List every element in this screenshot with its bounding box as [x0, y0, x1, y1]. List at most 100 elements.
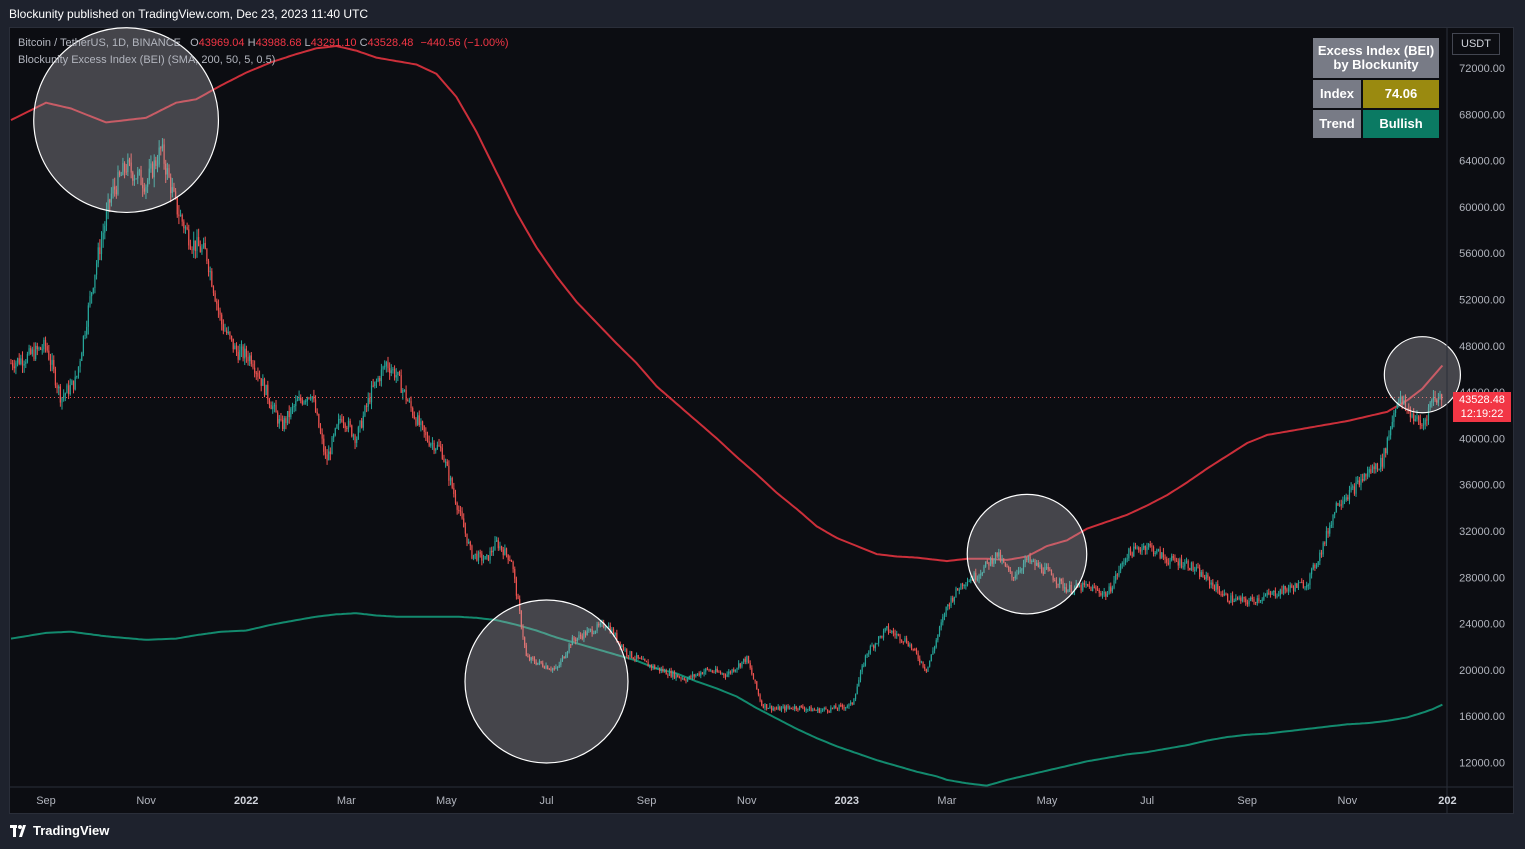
candle-body [512, 561, 514, 570]
candle-body [156, 164, 159, 166]
candle-body [787, 706, 789, 708]
chart-panel[interactable] [9, 27, 1514, 814]
candle-body [1266, 592, 1268, 596]
candle-body [609, 625, 611, 633]
bei-title-line2: by Blockunity [1333, 57, 1419, 72]
candle-body [16, 358, 19, 363]
candle-body [1047, 567, 1049, 570]
candle-body [389, 368, 391, 373]
candle-body [1208, 577, 1211, 585]
candle-body [823, 707, 825, 710]
candle-body [1008, 566, 1010, 571]
candle-body [575, 639, 577, 641]
candle-body [1017, 570, 1020, 575]
candle-body [626, 649, 628, 656]
candle-body [932, 650, 934, 655]
candle-body [1141, 548, 1143, 552]
candle-body [1154, 552, 1156, 555]
candle-body [148, 168, 150, 181]
currency-selector[interactable]: USDT [1452, 33, 1500, 55]
candle-body [1279, 589, 1281, 595]
candle-body [372, 385, 374, 387]
candle-body [53, 360, 55, 370]
candle-body [163, 144, 165, 164]
bei-upper-band-line [10, 44, 1444, 563]
candle-body [306, 397, 308, 402]
candle-body [792, 708, 794, 710]
candle-body [196, 237, 198, 251]
candle-body [1236, 598, 1239, 600]
candle-body [858, 679, 860, 687]
candle-body [1189, 568, 1191, 571]
candle-body [517, 595, 519, 600]
candle-body [713, 672, 715, 674]
candle-body [158, 147, 160, 165]
candle-body [497, 540, 499, 549]
candle-body [515, 578, 518, 596]
candle-body [1049, 569, 1051, 571]
tradingview-logo[interactable]: TradingView [10, 823, 109, 838]
candle-body [677, 674, 679, 678]
candle-body [770, 705, 773, 711]
candle-body [1268, 592, 1270, 594]
candle-body [387, 362, 389, 369]
candle-body [374, 381, 376, 387]
candle-body [933, 646, 936, 651]
candle-body [733, 669, 735, 672]
candle-body [703, 671, 705, 675]
candle-body [438, 444, 440, 447]
y-tick-label: 68000.00 [1459, 109, 1505, 121]
candle-body [456, 502, 458, 510]
price-axis[interactable]: 72000.00 68000.00 64000.00 60000.00 56000.00… [1459, 63, 1505, 770]
candle-body [578, 634, 580, 638]
candle-body [463, 518, 465, 528]
ohlc-change: −440.56 (−1.00%) [420, 37, 509, 49]
candle-body [201, 247, 203, 253]
candle-body [826, 709, 829, 712]
candle-body [179, 214, 182, 217]
candle-body [1424, 419, 1426, 425]
candle-body [1263, 596, 1265, 600]
time-axis[interactable]: Sep Nov 2022 Mar May Jul Sep Nov 2023 Mar May Jul Se… [10, 28, 1514, 813]
candle-body [362, 415, 364, 428]
candle-body [168, 168, 170, 178]
candle-body [1375, 463, 1377, 470]
candle-body [1371, 466, 1374, 473]
candle-body [395, 375, 397, 378]
candle-body [151, 163, 154, 178]
candle-body [1294, 583, 1296, 591]
candle-body [654, 665, 656, 669]
candle-body [815, 710, 817, 712]
candle-body [295, 400, 297, 407]
bei-index-label: Index [1313, 80, 1361, 108]
indicator-title[interactable]: Blockunity Excess Index (BEI) (SMA, 200,… [18, 54, 276, 66]
candle-body [239, 349, 241, 360]
candle-body [461, 511, 463, 519]
candle-body [547, 665, 549, 670]
candle-body [649, 664, 651, 667]
candle-body [1014, 575, 1016, 579]
candle-body [84, 334, 86, 336]
candle-body [10, 363, 12, 365]
candle-body [591, 629, 593, 634]
candle-body [989, 557, 992, 566]
x-tick-label: Mar [337, 795, 356, 807]
candle-body [356, 439, 358, 443]
candle-body [611, 629, 613, 633]
candle-body [853, 699, 855, 705]
candle-body [125, 171, 127, 173]
candle-body [278, 418, 280, 424]
candle-body [1324, 542, 1326, 544]
candle-body [747, 656, 750, 664]
candle-body [1315, 564, 1318, 568]
bar-countdown: 12:19:22 [1460, 408, 1504, 420]
candle-body [1166, 558, 1168, 563]
candle-body [731, 669, 733, 673]
candle-body [382, 366, 384, 370]
candle-body [82, 335, 85, 354]
candle-body [1283, 586, 1285, 594]
candle-body [640, 658, 643, 660]
candle-body [137, 171, 139, 179]
candle-body [326, 454, 328, 461]
